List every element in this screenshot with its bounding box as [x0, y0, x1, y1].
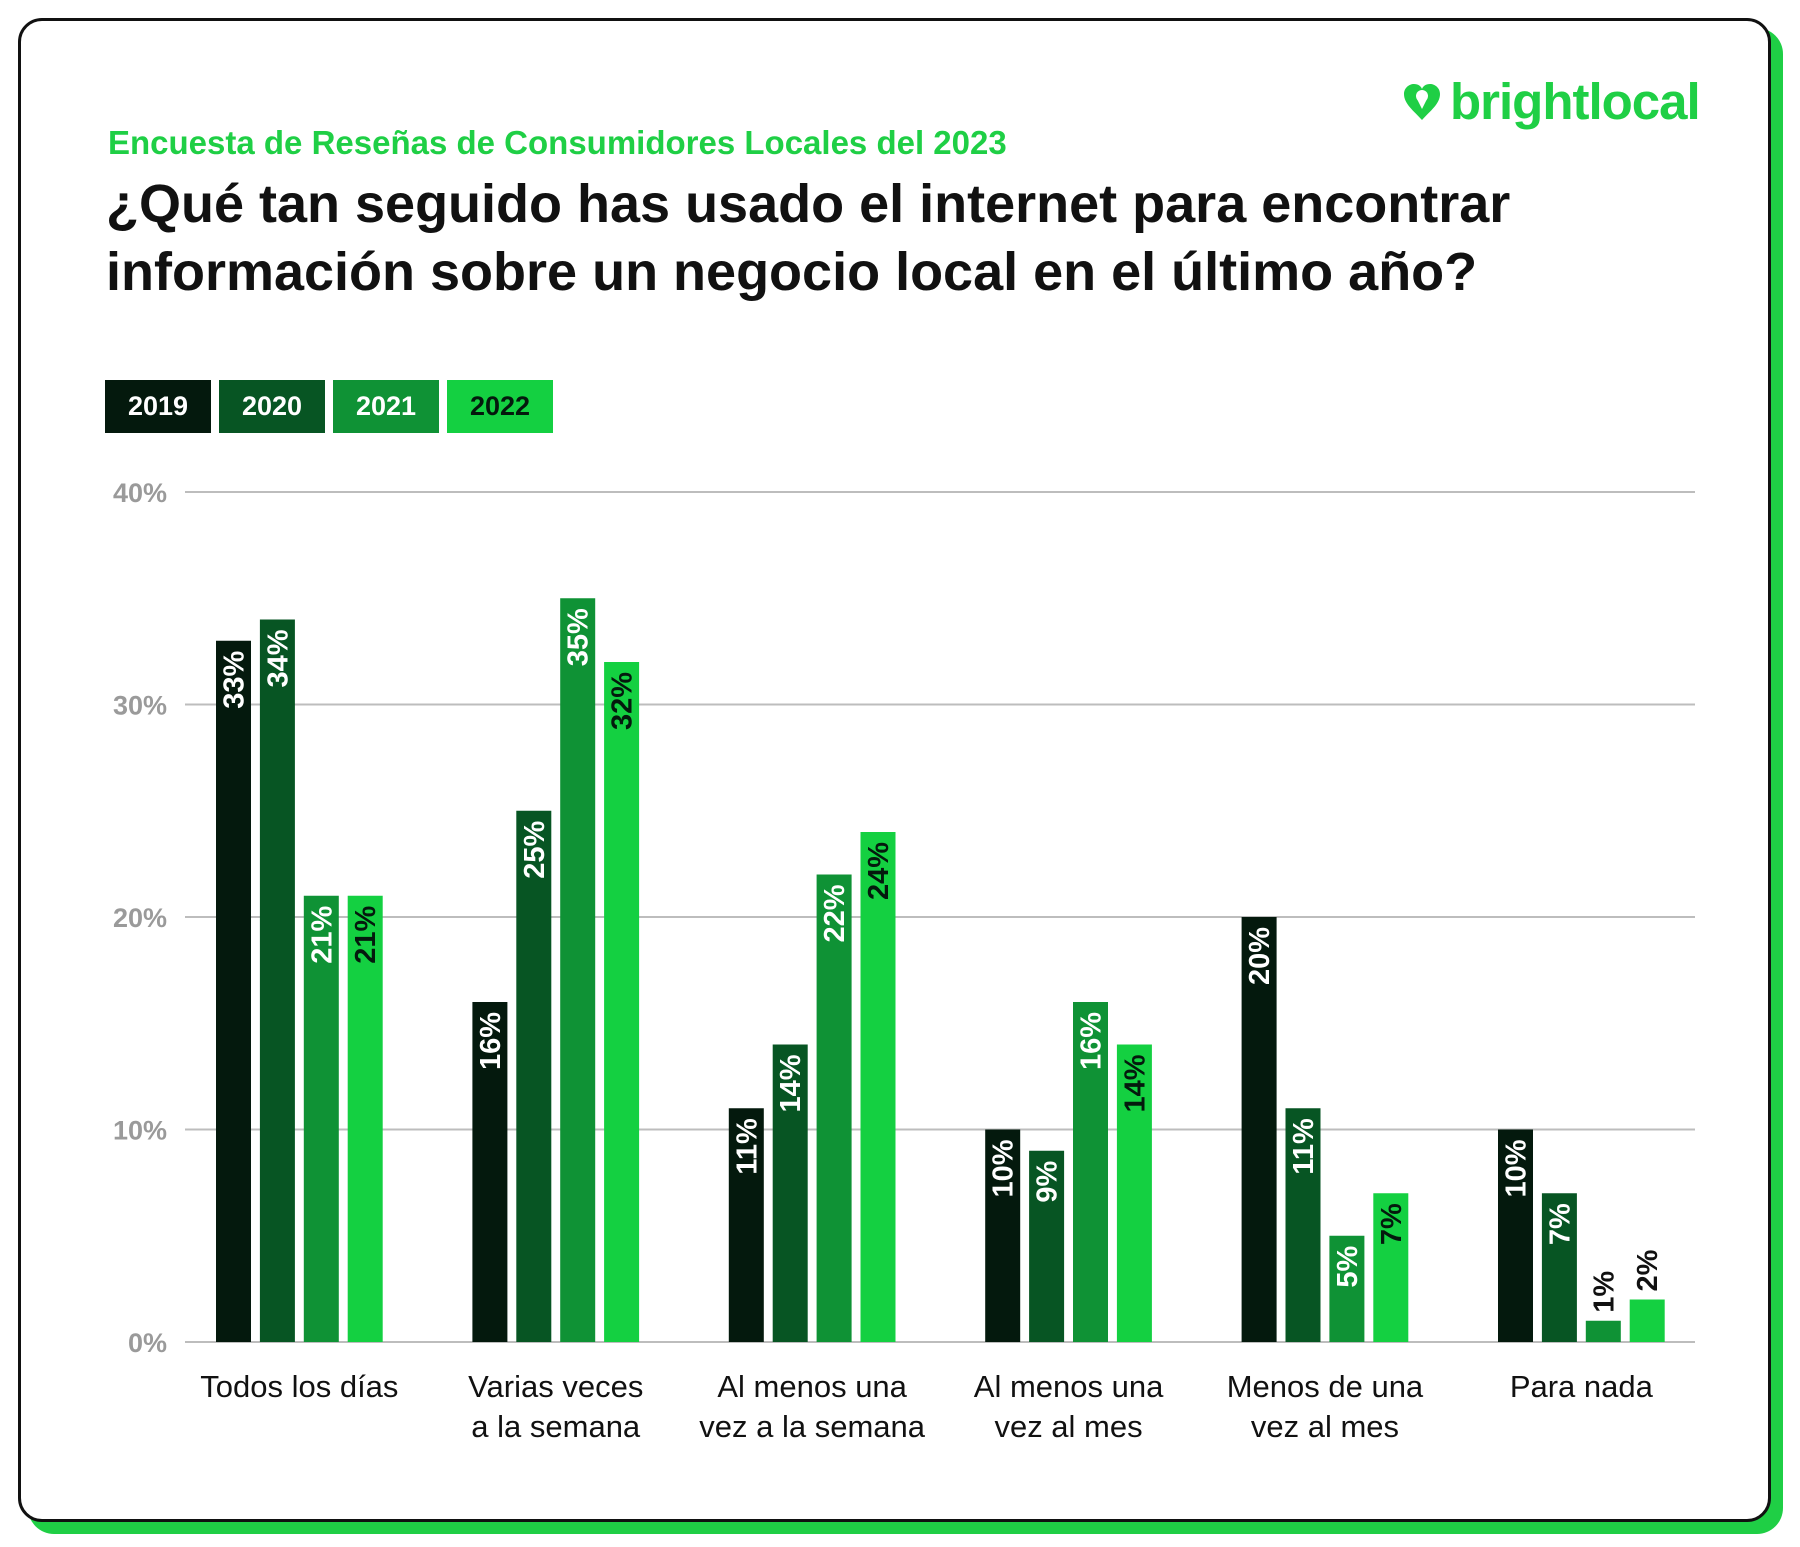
- brand-logo: brightlocal: [1400, 72, 1701, 131]
- x-category-label: Todos los días: [200, 1369, 398, 1404]
- bar-data-label: 2%: [1632, 1249, 1664, 1291]
- bar: [1373, 1193, 1409, 1342]
- y-tick-label: 10%: [113, 1116, 167, 1146]
- bar-data-label: 20%: [1244, 927, 1276, 985]
- bar-data-label: 24%: [863, 842, 895, 900]
- legend-item-2020: 2020: [219, 380, 325, 433]
- bar-data-label: 7%: [1544, 1203, 1576, 1245]
- bar: [604, 662, 640, 1342]
- bar-data-label: 21%: [350, 906, 382, 964]
- bar-data-label: 10%: [1501, 1139, 1533, 1197]
- bar-data-label: 21%: [306, 906, 338, 964]
- chart-title: ¿Qué tan seguido has usado el internet p…: [106, 174, 1511, 302]
- bar: [259, 619, 295, 1342]
- bar: [1585, 1320, 1621, 1342]
- bar: [1498, 1129, 1533, 1342]
- bar-data-label: 5%: [1332, 1246, 1364, 1288]
- bar: [985, 1129, 1021, 1342]
- bar-data-label: 25%: [519, 821, 551, 879]
- bar: [1116, 1044, 1152, 1342]
- bar: [216, 640, 251, 1342]
- bar-data-label: 7%: [1376, 1203, 1408, 1245]
- y-tick-label: 0%: [128, 1328, 167, 1358]
- legend-item-2019: 2019: [105, 380, 211, 433]
- bar: [772, 1044, 808, 1342]
- x-category-label: Al menos una vez al mes: [974, 1369, 1164, 1444]
- bar-data-label: 33%: [219, 651, 251, 709]
- x-category-label: Para nada: [1510, 1369, 1654, 1404]
- bar: [1073, 1002, 1108, 1342]
- bar: [1241, 917, 1277, 1342]
- bar-data-label: 9%: [1032, 1161, 1064, 1203]
- legend-item-2021: 2021: [333, 380, 439, 433]
- bar-data-label: 1%: [1588, 1271, 1620, 1313]
- bar-data-label: 11%: [1288, 1118, 1320, 1175]
- bar: [1541, 1193, 1577, 1342]
- bar: [860, 832, 896, 1342]
- bar: [1285, 1108, 1321, 1342]
- bar-data-label: 14%: [1119, 1054, 1151, 1112]
- bar: [303, 895, 339, 1342]
- x-category-label: Menos de una vez al mes: [1227, 1369, 1424, 1444]
- bar-data-label: 14%: [775, 1054, 807, 1112]
- bar: [516, 810, 552, 1342]
- bar-data-label: 16%: [1076, 1012, 1108, 1070]
- bar: [347, 895, 383, 1342]
- bar: [1329, 1235, 1365, 1342]
- bar: [560, 598, 596, 1342]
- bar-data-label: 32%: [607, 672, 639, 730]
- bar: [1029, 1150, 1065, 1342]
- brand-name: brightlocal: [1450, 73, 1701, 130]
- x-category-label: Al menos una vez a la semana: [699, 1369, 925, 1444]
- y-tick-label: 40%: [113, 478, 167, 508]
- bar-data-label: 22%: [819, 884, 851, 942]
- bar-data-label: 11%: [731, 1118, 763, 1175]
- legend-item-2022: 2022: [447, 380, 553, 433]
- y-tick-label: 20%: [113, 903, 167, 933]
- x-category-label: Varias veces a la semana: [468, 1369, 643, 1444]
- heart-pin-icon: [1404, 83, 1440, 120]
- bar: [816, 874, 852, 1342]
- bar-data-label: 10%: [988, 1139, 1020, 1197]
- bar-data-label: 16%: [475, 1012, 507, 1070]
- legend: 2019 2020 2021 2022: [105, 380, 553, 433]
- survey-subtitle: Encuesta de Reseñas de Consumidores Loca…: [108, 124, 1007, 161]
- bar: [472, 1002, 508, 1342]
- y-tick-label: 30%: [113, 691, 167, 721]
- bar: [1629, 1299, 1665, 1342]
- bar: [728, 1108, 764, 1342]
- bar-data-label: 34%: [262, 629, 294, 687]
- bar-data-label: 35%: [563, 608, 595, 666]
